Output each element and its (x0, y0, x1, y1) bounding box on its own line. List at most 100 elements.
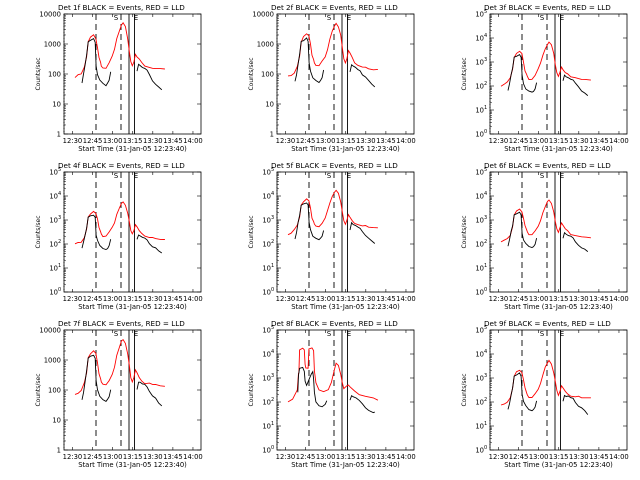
lld-series-line (74, 201, 165, 245)
x-tick-label: 14:00 (183, 453, 203, 461)
marker-label-s: S (114, 172, 119, 180)
y-tick-exponent: 2 (484, 81, 487, 87)
events-series-line (297, 366, 375, 414)
y-tick-exponent: 5 (484, 9, 487, 15)
x-tick-label: 13:15 (549, 453, 569, 461)
x-tick-label: 14:00 (609, 453, 629, 461)
y-tick-exponent: 2 (484, 397, 487, 403)
y-tick-exponent: 3 (484, 57, 487, 63)
y-tick-label: 1 (57, 447, 61, 455)
y-tick-exponent: 1 (58, 263, 61, 269)
x-tick-label: 13:00 (529, 453, 549, 461)
y-tick-label: 10 (49, 217, 58, 225)
x-tick-label: 13:30 (569, 453, 589, 461)
y-tick-label: 10 (49, 241, 58, 249)
y-tick-label: 10 (49, 289, 58, 297)
x-tick-label: 13:00 (529, 137, 549, 145)
y-tick-label: 1 (57, 131, 61, 139)
detector-panel-5: Det 5f BLACK = Events, RED = LLD Counts/s… (248, 161, 416, 311)
y-tick-label: 1 (270, 131, 274, 139)
y-tick-label: 10 (262, 169, 271, 177)
detector-panel-9: Det 9f BLACK = Events, RED = LLD Counts/s… (461, 319, 629, 469)
y-tick-exponent: 1 (484, 263, 487, 269)
marker-label-s: S (327, 172, 332, 180)
panel-title: Det 6f BLACK = Events, RED = LLD (484, 161, 611, 170)
x-tick-label: 13:00 (316, 137, 336, 145)
y-tick-label: 10 (262, 327, 271, 335)
lld-series-line (500, 41, 591, 87)
x-tick-label: 13:15 (123, 453, 143, 461)
marker-label-e: E (347, 330, 351, 338)
y-tick-label: 10 (262, 193, 271, 201)
events-series-line (507, 53, 589, 96)
x-tick-label: 12:30 (489, 137, 509, 145)
y-tick-exponent: 2 (58, 239, 61, 245)
x-tick-label: 12:30 (276, 453, 296, 461)
y-tick-label: 10 (49, 169, 58, 177)
x-tick-label: 13:15 (549, 137, 569, 145)
y-tick-label: 1000 (44, 41, 61, 49)
y-axis-label: Counts/sec (461, 215, 468, 248)
y-axis-label: Counts/sec (248, 57, 255, 90)
x-tick-label: 13:30 (143, 295, 163, 303)
x-axis-label: Start Time (31-Jan-05 12:23:40) (78, 303, 187, 311)
x-tick-label: 13:45 (589, 453, 609, 461)
y-tick-exponent: 0 (271, 445, 274, 451)
x-axis-label: Start Time (31-Jan-05 12:23:40) (504, 303, 613, 311)
y-tick-label: 10 (475, 169, 484, 177)
x-tick-label: 13:00 (316, 295, 336, 303)
panel-title: Det 2f BLACK = Events, RED = LLD (271, 3, 398, 12)
x-tick-label: 12:30 (489, 295, 509, 303)
y-tick-label: 1000 (44, 357, 61, 365)
y-tick-exponent: 4 (484, 191, 487, 197)
y-tick-exponent: 1 (271, 421, 274, 427)
panel-title: Det 5f BLACK = Events, RED = LLD (271, 161, 398, 170)
y-axis-label: Counts/sec (461, 57, 468, 90)
y-tick-label: 100 (261, 71, 274, 79)
y-tick-label: 10 (262, 399, 271, 407)
x-tick-label: 14:00 (396, 137, 416, 145)
marker-label-s: S (327, 330, 332, 338)
y-tick-exponent: 5 (484, 325, 487, 331)
y-tick-label: 10 (475, 289, 484, 297)
x-tick-label: 12:45 (509, 295, 529, 303)
x-tick-label: 12:45 (509, 453, 529, 461)
marker-label-s: S (114, 330, 119, 338)
events-series-line (81, 37, 163, 91)
panel-title: Det 4f BLACK = Events, RED = LLD (58, 161, 185, 170)
y-tick-label: 10 (475, 217, 484, 225)
lld-series-line (74, 22, 165, 78)
x-tick-label: 12:30 (63, 137, 83, 145)
x-tick-label: 13:15 (123, 295, 143, 303)
x-tick-label: 12:30 (276, 295, 296, 303)
x-tick-label: 13:45 (163, 295, 183, 303)
y-tick-exponent: 5 (58, 167, 61, 173)
events-series-line (294, 202, 376, 244)
events-series-line (507, 372, 589, 415)
x-axis-label: Start Time (31-Jan-05 12:23:40) (78, 145, 187, 153)
y-tick-label: 10 (262, 351, 271, 359)
y-tick-label: 10 (262, 265, 271, 273)
y-tick-exponent: 4 (58, 191, 61, 197)
x-tick-label: 13:30 (143, 137, 163, 145)
lld-series-line (500, 199, 591, 243)
y-tick-exponent: 3 (271, 373, 274, 379)
y-tick-exponent: 2 (271, 397, 274, 403)
y-tick-exponent: 0 (484, 129, 487, 135)
y-tick-label: 10 (475, 193, 484, 201)
marker-label-e: E (347, 172, 351, 180)
y-tick-label: 10 (262, 289, 271, 297)
plot-frame (63, 171, 202, 293)
x-tick-label: 13:15 (336, 453, 356, 461)
lld-series-line (287, 189, 378, 236)
detector-panel-3: Det 3f BLACK = Events, RED = LLD Counts/s… (461, 3, 629, 153)
y-tick-label: 10 (262, 423, 271, 431)
x-tick-label: 12:30 (63, 295, 83, 303)
x-tick-label: 13:30 (569, 295, 589, 303)
y-tick-exponent: 0 (58, 287, 61, 293)
marker-label-e: E (134, 172, 138, 180)
x-tick-label: 13:15 (336, 137, 356, 145)
x-tick-label: 13:00 (103, 453, 123, 461)
y-tick-label: 10 (265, 101, 274, 109)
